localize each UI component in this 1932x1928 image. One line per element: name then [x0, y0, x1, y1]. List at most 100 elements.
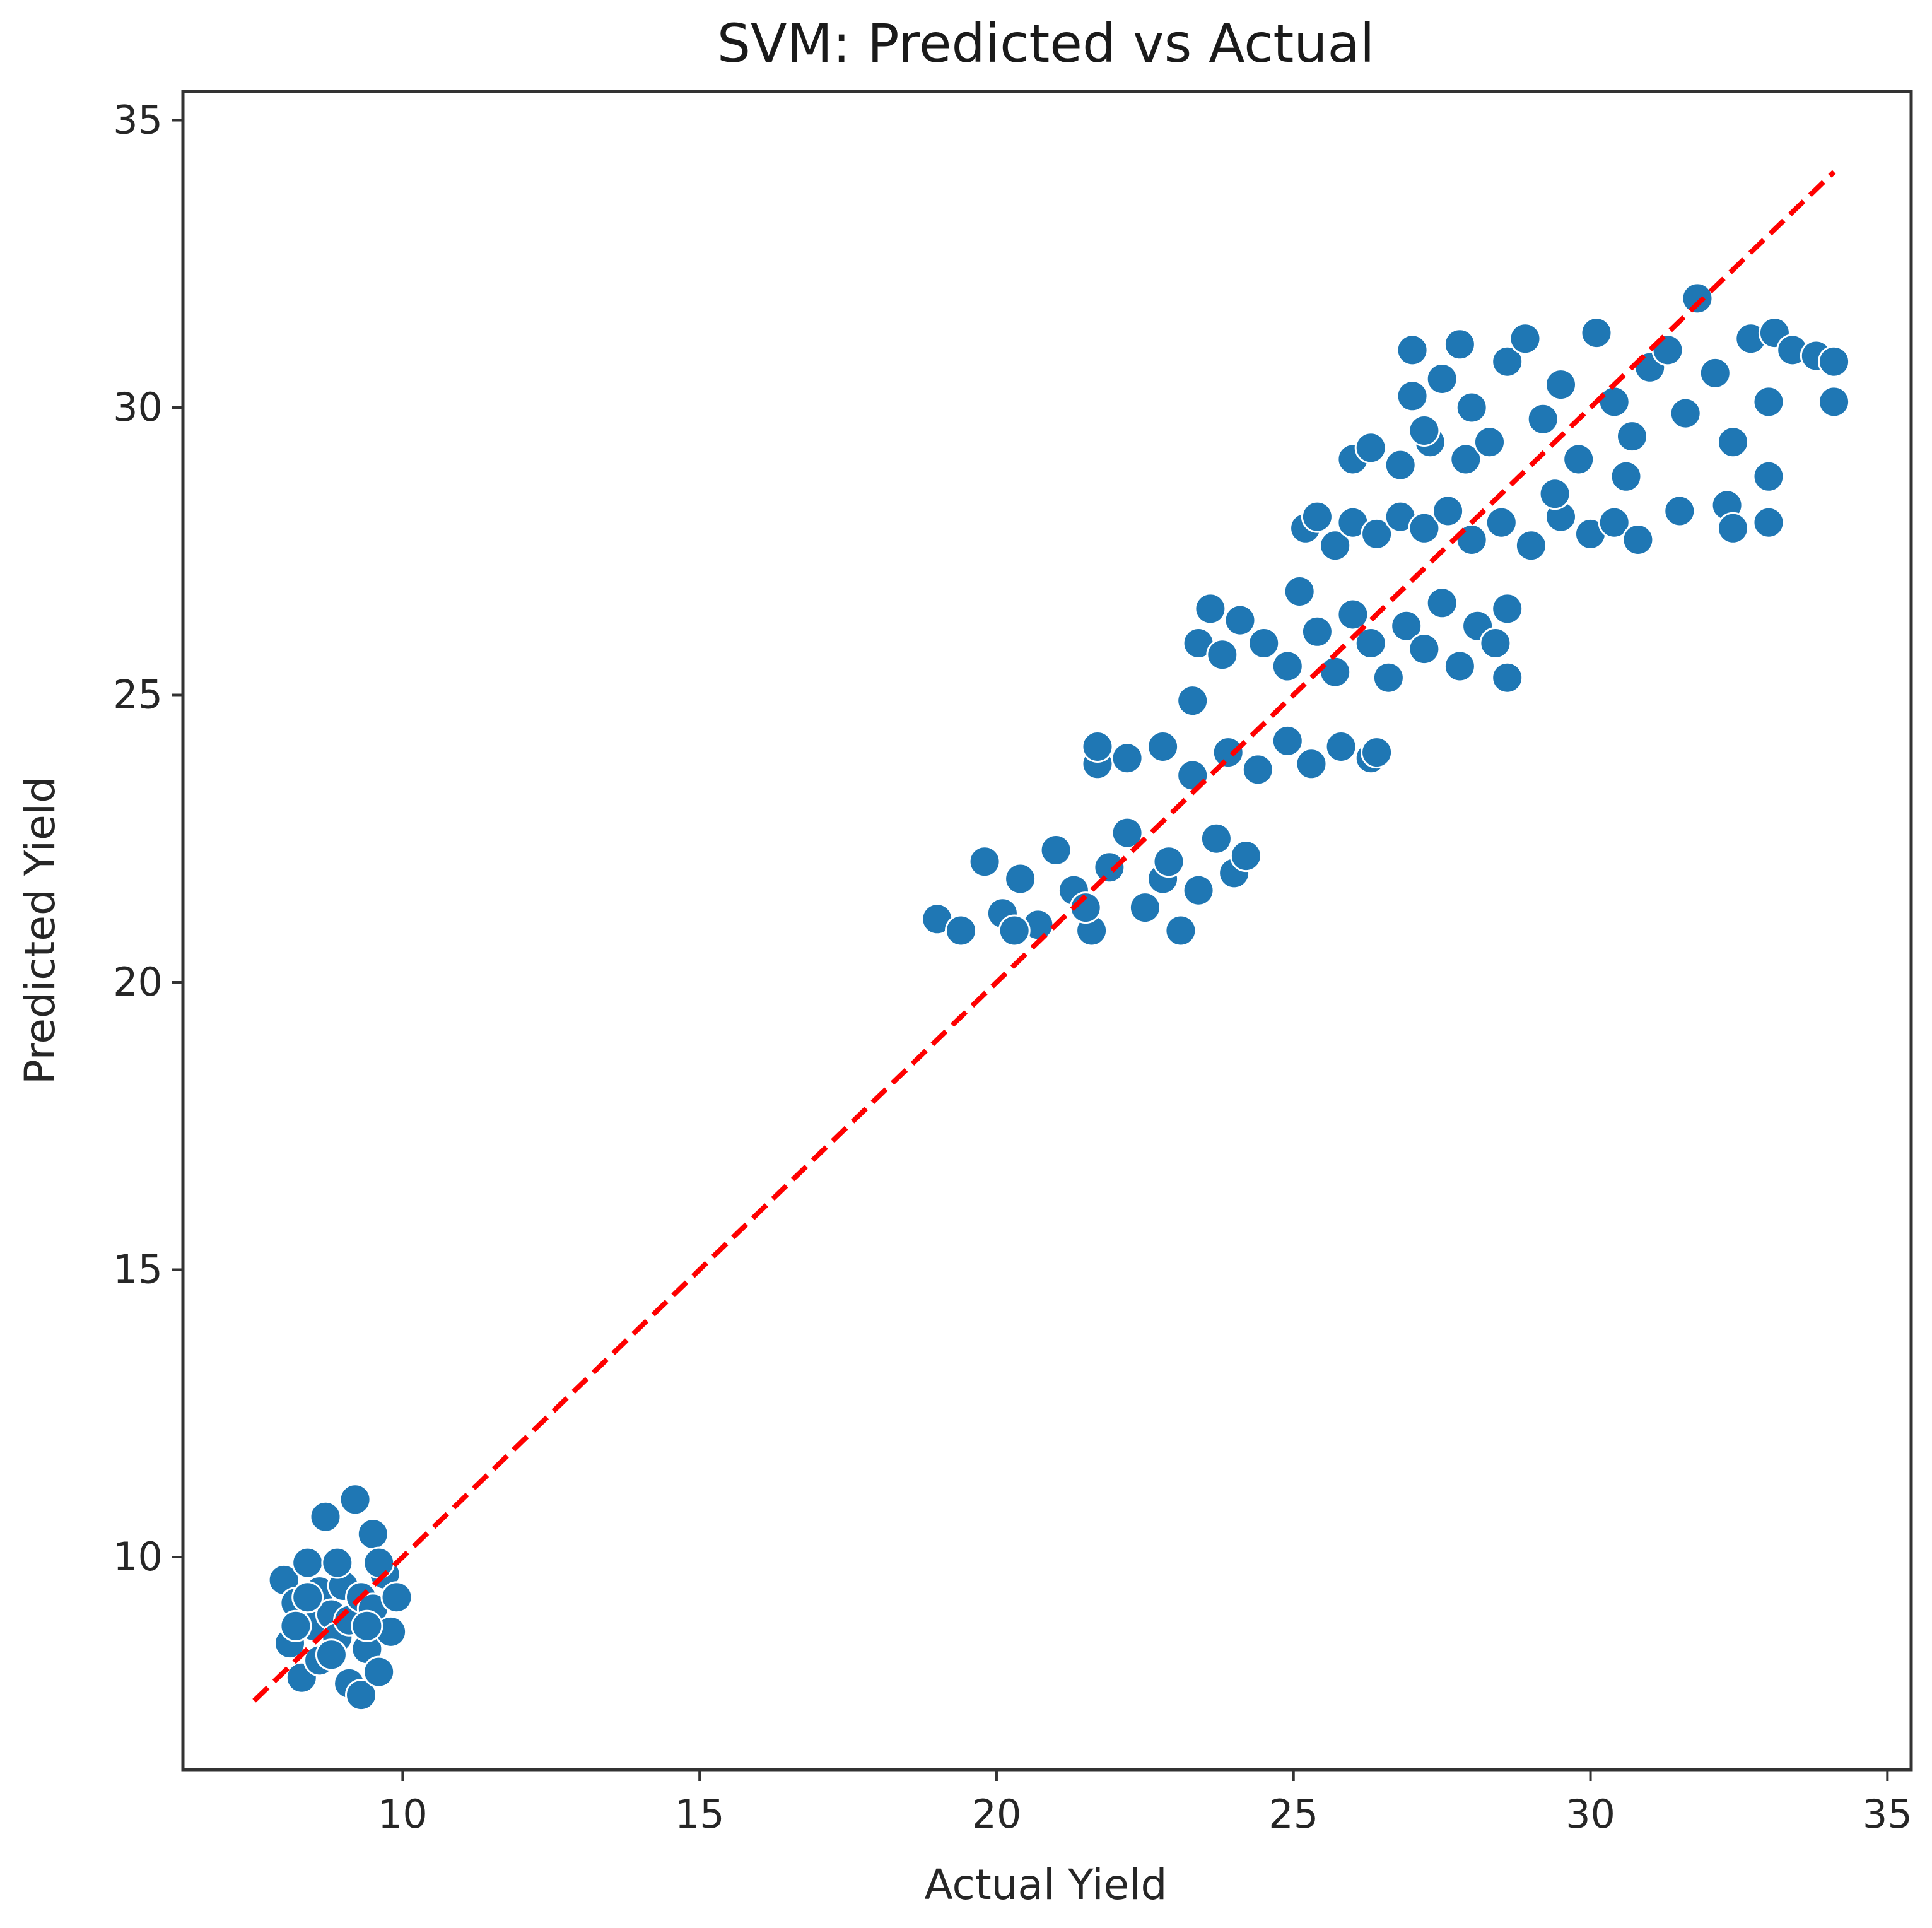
data-point: [1093, 851, 1126, 884]
data-point: [321, 1546, 354, 1579]
data-point: [351, 1609, 383, 1642]
data-point: [1669, 397, 1702, 430]
data-point: [1111, 742, 1144, 775]
data-point: [1663, 495, 1696, 527]
data-point: [1580, 317, 1613, 350]
data-point: [1152, 845, 1185, 878]
data-point: [1004, 862, 1037, 895]
data-point: [1598, 385, 1630, 418]
data-point: [1271, 724, 1304, 757]
data-point: [1455, 391, 1488, 424]
data-point: [1717, 426, 1749, 459]
data-point: [1616, 420, 1648, 453]
data-point: [1081, 731, 1114, 763]
data-point: [1479, 627, 1512, 659]
data-point: [1248, 627, 1280, 659]
data-point: [1206, 638, 1239, 671]
data-point: [1194, 592, 1227, 625]
data-point: [1449, 443, 1482, 476]
data-point: [1408, 512, 1441, 544]
data-point: [1491, 592, 1524, 625]
y-tick-label: 20: [113, 959, 163, 1005]
data-point: [1509, 322, 1542, 355]
data-point: [1752, 460, 1785, 493]
x-tick-label: 20: [972, 1791, 1022, 1837]
data-point: [1473, 426, 1506, 459]
data-point: [1526, 403, 1559, 435]
data-point: [1319, 655, 1352, 688]
data-point: [1182, 874, 1215, 907]
y-tick-label: 15: [113, 1246, 163, 1292]
data-point: [339, 1483, 372, 1516]
data-point: [1212, 736, 1244, 769]
data-point: [945, 914, 977, 947]
data-point: [1491, 345, 1524, 378]
y-tick-label: 30: [113, 384, 163, 430]
data-point: [1545, 368, 1577, 401]
data-point: [1354, 627, 1387, 659]
y-axis-title: Predicted Yield: [16, 777, 64, 1084]
data-point: [1610, 460, 1642, 493]
data-point: [363, 1546, 395, 1579]
data-point: [356, 1518, 389, 1550]
data-point: [1818, 345, 1851, 378]
data-point: [1538, 478, 1571, 510]
data-point: [1319, 529, 1352, 562]
plot-frame: [181, 90, 1913, 1772]
data-point: [1622, 524, 1654, 556]
x-tick-label: 25: [1268, 1791, 1318, 1837]
data-point: [1039, 834, 1072, 866]
data-point: [315, 1638, 348, 1671]
y-tick-label: 25: [113, 672, 163, 718]
y-tick-label: 10: [113, 1534, 163, 1580]
data-point: [1147, 731, 1180, 763]
data-point: [380, 1581, 413, 1614]
data-point: [1325, 731, 1357, 763]
identity-reference-line: [252, 170, 1836, 1703]
x-axis: 10 15 20 25 30 35: [378, 1770, 1912, 1837]
data-point: [1752, 506, 1785, 539]
data-point: [1408, 633, 1441, 666]
data-point: [309, 1500, 342, 1533]
data-point: [1361, 736, 1393, 769]
data-point: [1426, 587, 1458, 620]
data-point: [1271, 650, 1304, 683]
data-point: [1396, 334, 1429, 367]
data-point: [1699, 356, 1731, 389]
data-point: [1598, 506, 1630, 539]
data-point: [1396, 380, 1429, 413]
data-point: [1337, 598, 1369, 631]
data-point: [1295, 748, 1328, 780]
data-point: [279, 1609, 312, 1642]
data-point: [1485, 506, 1518, 539]
data-point: [998, 914, 1031, 947]
data-point: [1562, 443, 1595, 476]
data-point: [1128, 891, 1161, 924]
data-point: [1455, 524, 1488, 556]
data-point: [363, 1655, 395, 1688]
data-point: [1651, 334, 1684, 367]
data-point: [1432, 495, 1465, 527]
x-tick-label: 35: [1863, 1791, 1912, 1837]
data-point: [1390, 609, 1423, 642]
data-point: [1408, 414, 1441, 447]
data-point: [1361, 517, 1393, 550]
data-point: [1443, 328, 1476, 361]
data-point: [1301, 500, 1333, 533]
plot-area: [181, 90, 1913, 1772]
data-point: [1229, 840, 1262, 873]
data-point: [1176, 685, 1209, 717]
data-point: [1372, 661, 1405, 694]
data-point: [1426, 363, 1458, 395]
scatter-points: [267, 282, 1851, 1712]
data-point: [1200, 822, 1232, 855]
x-tick-label: 15: [675, 1791, 725, 1837]
data-point: [1283, 575, 1316, 608]
data-point: [1514, 529, 1547, 562]
x-axis-title: Actual Yield: [925, 1860, 1168, 1909]
y-tick-label: 35: [113, 97, 163, 143]
data-point: [1301, 615, 1333, 648]
data-point: [1491, 661, 1524, 694]
data-point: [968, 845, 1001, 878]
